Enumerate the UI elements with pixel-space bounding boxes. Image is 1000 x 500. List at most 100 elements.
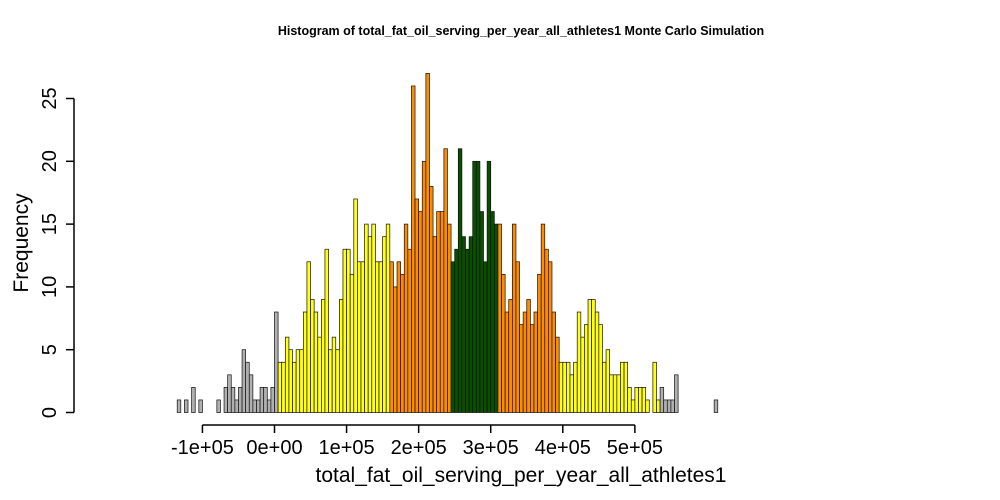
histogram-bar bbox=[403, 223, 409, 413]
histogram-bar bbox=[584, 324, 589, 413]
histogram-bar bbox=[292, 361, 297, 413]
histogram-bar bbox=[652, 361, 657, 413]
histogram-bar bbox=[400, 273, 405, 413]
histogram-bar bbox=[454, 248, 459, 413]
histogram-bar bbox=[191, 387, 196, 413]
histogram-bar bbox=[331, 336, 337, 413]
y-tick-label: 5 bbox=[39, 344, 61, 355]
histogram-bar bbox=[375, 261, 380, 413]
histogram-bar bbox=[501, 273, 506, 413]
chart-title: Histogram of total_fat_oil_serving_per_y… bbox=[278, 24, 764, 38]
histogram-bar bbox=[335, 349, 340, 413]
histogram-bar bbox=[241, 349, 247, 413]
histogram-bar bbox=[468, 236, 474, 413]
histogram-bar bbox=[612, 374, 618, 413]
histogram-bar bbox=[299, 349, 304, 413]
histogram-bar bbox=[360, 261, 365, 413]
histogram-bar bbox=[461, 236, 466, 413]
y-tick-label: 0 bbox=[39, 407, 61, 418]
histogram-bar bbox=[483, 261, 488, 413]
histogram-bar bbox=[490, 211, 495, 413]
histogram-bar bbox=[295, 349, 301, 413]
histogram-bar bbox=[533, 311, 538, 413]
x-tick-label: -1e+05 bbox=[171, 437, 234, 459]
histogram-bar bbox=[414, 198, 419, 413]
histogram-bar bbox=[389, 261, 394, 413]
histogram-bar bbox=[537, 273, 542, 413]
histogram-bar bbox=[450, 261, 456, 413]
histogram-bar bbox=[313, 311, 319, 413]
histogram-bar bbox=[670, 399, 675, 413]
histogram-bar bbox=[263, 387, 268, 413]
histogram-bar bbox=[310, 299, 315, 413]
histogram-bar bbox=[558, 361, 564, 413]
histogram-bar bbox=[248, 374, 254, 413]
histogram-bar bbox=[551, 311, 556, 413]
histogram-bar bbox=[447, 223, 452, 413]
histogram-bar bbox=[432, 236, 438, 413]
histogram-bar bbox=[472, 160, 477, 413]
histogram-bar bbox=[425, 73, 430, 413]
histogram-bar bbox=[659, 387, 665, 413]
histogram-bar bbox=[385, 223, 391, 413]
y-tick-label: 20 bbox=[39, 150, 61, 172]
histogram-bar bbox=[393, 286, 398, 413]
histogram-bar bbox=[526, 299, 531, 413]
x-tick-label: 0e+00 bbox=[246, 437, 302, 459]
histogram-bar bbox=[522, 311, 528, 413]
histogram-bar bbox=[378, 261, 383, 413]
histogram-bar bbox=[486, 160, 492, 413]
histogram-bar bbox=[317, 336, 322, 413]
histogram-bar bbox=[620, 361, 625, 413]
histogram-bar bbox=[274, 311, 279, 413]
x-tick-label: 4e+05 bbox=[535, 437, 591, 459]
histogram-bar bbox=[479, 211, 484, 413]
histogram-bar bbox=[623, 361, 629, 413]
histogram-bars bbox=[176, 73, 719, 413]
histogram-bar bbox=[324, 248, 329, 413]
histogram-bar bbox=[555, 336, 560, 413]
histogram-bar bbox=[540, 223, 546, 413]
histogram-bar bbox=[497, 223, 502, 413]
y-tick-label: 15 bbox=[39, 213, 61, 235]
histogram-bar bbox=[573, 361, 578, 413]
histogram-bar bbox=[277, 361, 283, 413]
histogram-bar bbox=[256, 399, 261, 413]
histogram-bar bbox=[576, 311, 582, 413]
x-axis: -1e+05 0e+00 1e+05 2e+05 3e+05 4e+05 5e+05 bbox=[171, 424, 663, 459]
histogram-bar bbox=[259, 387, 265, 413]
histogram-bar bbox=[281, 361, 286, 413]
histogram-bar bbox=[367, 236, 373, 413]
histogram-bar bbox=[504, 311, 510, 413]
histogram-bar bbox=[184, 399, 189, 413]
histogram-bar bbox=[342, 248, 347, 413]
x-tick-label: 1e+05 bbox=[318, 437, 374, 459]
histogram-bar bbox=[349, 273, 355, 413]
histogram-bar bbox=[666, 399, 672, 413]
histogram-bar bbox=[515, 261, 520, 413]
histogram-bar bbox=[443, 148, 448, 413]
histogram-bar bbox=[566, 361, 571, 413]
histogram-bar bbox=[364, 223, 369, 413]
histogram-bar bbox=[223, 387, 229, 413]
histogram-bar bbox=[475, 160, 481, 413]
histogram-bar bbox=[638, 387, 643, 413]
histogram-bar bbox=[371, 223, 376, 413]
histogram-bar bbox=[234, 399, 239, 413]
histogram-bar bbox=[321, 299, 326, 413]
histogram-bar bbox=[544, 248, 549, 413]
histogram-bar bbox=[238, 387, 243, 413]
histogram-bar bbox=[598, 324, 603, 413]
histogram-bar bbox=[713, 399, 719, 413]
histogram-bar bbox=[663, 399, 668, 413]
histogram-bar bbox=[407, 248, 412, 413]
histogram-bar bbox=[396, 261, 401, 413]
histogram-bar bbox=[587, 299, 592, 413]
y-tick-label: 25 bbox=[39, 87, 61, 109]
y-tick-label: 10 bbox=[39, 276, 61, 298]
histogram-bar bbox=[339, 299, 344, 413]
histogram-bar bbox=[530, 324, 535, 413]
histogram-bar bbox=[645, 399, 650, 413]
histogram-bar bbox=[656, 399, 661, 413]
